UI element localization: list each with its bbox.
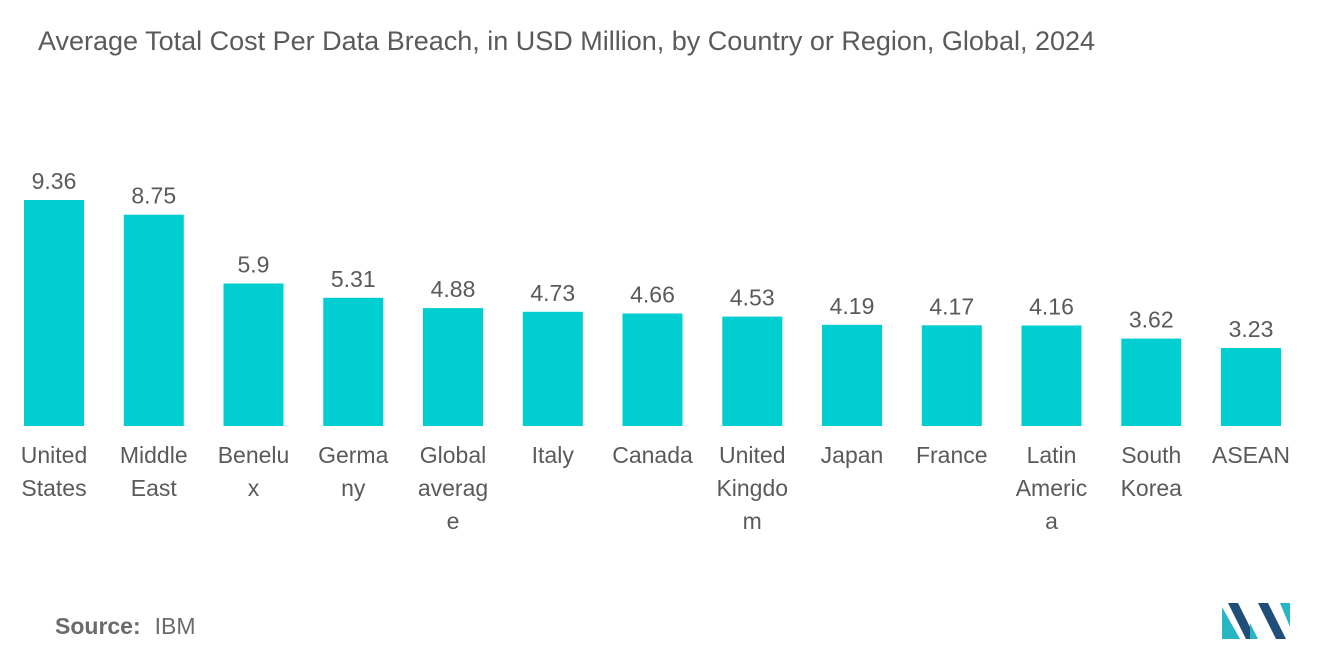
bar	[522, 311, 583, 426]
data-label: 5.9	[238, 252, 270, 278]
data-label: 4.19	[830, 293, 875, 319]
category-label: Germa ny	[318, 442, 389, 501]
source-label: Source:	[55, 613, 141, 639]
data-label: 3.62	[1129, 307, 1174, 333]
category-label: Japan	[821, 442, 884, 468]
category-label-line: Global	[420, 442, 486, 468]
source-value: IBM	[154, 613, 196, 639]
data-label: 4.66	[630, 282, 675, 308]
category-label-line: a	[1045, 508, 1058, 534]
bar	[323, 297, 384, 426]
category-label-line: Middle	[120, 442, 188, 468]
category-label: United States	[21, 442, 87, 501]
category-label-line: Germa	[318, 442, 389, 468]
bar	[622, 313, 683, 426]
category-label-line: States	[21, 475, 86, 501]
data-label: 9.36	[32, 168, 77, 194]
bar	[123, 214, 184, 426]
bar	[423, 308, 483, 426]
category-label-line: m	[743, 508, 762, 534]
category-label: Latin Americ a	[1016, 442, 1088, 534]
category-label: South Korea	[1121, 442, 1183, 501]
data-label: 4.17	[929, 293, 974, 319]
category-label-line: e	[447, 508, 460, 534]
category-label: France	[916, 442, 988, 468]
category-label: ASEAN	[1212, 442, 1290, 468]
data-label: 4.88	[431, 276, 476, 302]
category-label-line: United	[21, 442, 87, 468]
category-label-line: ASEAN	[1212, 442, 1290, 468]
category-label: Italy	[532, 442, 575, 468]
category-label-line: France	[916, 442, 988, 468]
bar	[822, 324, 882, 426]
data-label: 4.16	[1029, 294, 1074, 320]
category-label: Benelu x	[218, 442, 290, 501]
chart-title: Average Total Cost Per Data Breach, in U…	[38, 26, 1096, 56]
bar	[1021, 325, 1082, 426]
bar	[223, 283, 284, 426]
bar	[722, 316, 783, 426]
data-label: 3.23	[1229, 316, 1274, 342]
category-label-line: ny	[341, 475, 366, 501]
bar	[921, 325, 982, 426]
category-label-line: East	[131, 475, 178, 501]
category-label: Middle East	[120, 442, 188, 501]
category-label-line: Kingdo	[716, 475, 788, 501]
category-label: United Kingdo m	[716, 442, 788, 534]
category-label: Canada	[612, 442, 693, 468]
category-label-line: Latin	[1027, 442, 1077, 468]
category-label-line: South	[1121, 442, 1181, 468]
data-label: 4.73	[530, 280, 575, 306]
category-label-line: Korea	[1121, 475, 1183, 501]
data-label: 8.75	[131, 183, 176, 209]
category-label-line: x	[248, 475, 260, 501]
source-note: Source: IBM	[55, 613, 196, 640]
category-label-line: United	[719, 442, 785, 468]
category-label-line: Americ	[1016, 475, 1088, 501]
category-label: Global averag e	[418, 442, 488, 534]
category-label-line: Italy	[532, 442, 575, 468]
category-label-line: Benelu	[218, 442, 290, 468]
bar	[1121, 338, 1182, 426]
company-logo	[1222, 603, 1290, 639]
bar	[1221, 348, 1281, 426]
data-label: 5.31	[331, 266, 376, 292]
category-label-line: Japan	[821, 442, 884, 468]
category-label-line: Canada	[612, 442, 693, 468]
data-label: 4.53	[730, 285, 775, 311]
category-label-line: averag	[418, 475, 488, 501]
bar	[24, 200, 84, 426]
